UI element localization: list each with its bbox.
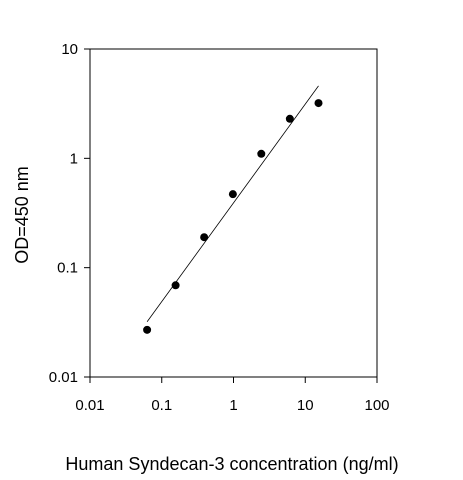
y-tick-label: 10 xyxy=(61,41,78,58)
data-point xyxy=(257,149,266,158)
y-axis-label: OD=450 nm xyxy=(12,166,32,264)
data-point xyxy=(200,233,209,242)
x-tick-label: 100 xyxy=(364,397,389,414)
tick-marks xyxy=(84,48,378,383)
y-tick-label: 0.01 xyxy=(49,369,78,386)
x-tick-label: 1 xyxy=(229,397,237,414)
data-points xyxy=(143,99,323,334)
y-tick-label: 1 xyxy=(70,150,78,167)
data-point xyxy=(228,190,237,199)
x-axis-label: Human Syndecan-3 concentration (ng/ml) xyxy=(65,454,398,474)
plot-frame xyxy=(89,48,378,378)
tick-labels: 0.01 0.1 1 10 100 0.01 0.1 1 10 xyxy=(49,41,390,414)
data-point xyxy=(285,114,294,123)
x-tick-label: 0.01 xyxy=(75,397,104,414)
x-tick-label: 10 xyxy=(297,397,314,414)
data-point xyxy=(314,99,323,108)
x-tick-label: 0.1 xyxy=(151,397,172,414)
y-tick-label: 0.1 xyxy=(57,260,78,277)
data-point xyxy=(143,325,152,334)
data-point xyxy=(171,281,180,290)
